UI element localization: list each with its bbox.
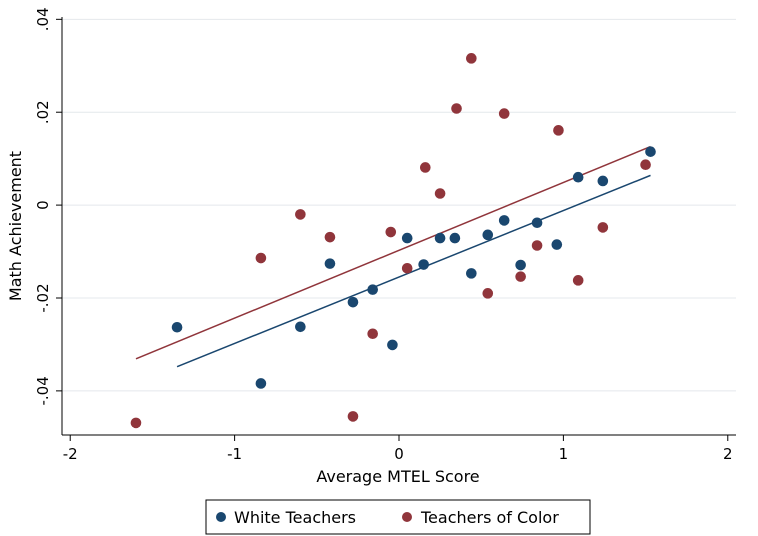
point-white-teachers xyxy=(482,229,494,241)
point-teachers-of-color xyxy=(420,162,431,173)
point-white-teachers xyxy=(324,258,336,269)
legend-box xyxy=(205,499,591,535)
point-teachers-of-color xyxy=(324,231,336,243)
point-white-teachers xyxy=(645,146,656,157)
point-teachers-of-color xyxy=(572,275,584,286)
gridlines xyxy=(62,18,736,392)
point-white-teachers xyxy=(466,268,477,279)
point-teachers-of-color xyxy=(498,108,510,119)
point-teachers-of-color xyxy=(347,411,359,422)
legend-marker-teachers-of-color xyxy=(402,512,412,522)
point-white-teachers xyxy=(449,232,461,244)
point-white-teachers xyxy=(367,284,378,295)
x-tick-label: 1 xyxy=(559,445,569,463)
x-tick-label: -1 xyxy=(227,445,242,463)
point-white-teachers xyxy=(515,259,526,271)
fit-line-teachers-of-color xyxy=(135,145,651,360)
point-teachers-of-color xyxy=(515,271,526,282)
point-white-teachers xyxy=(498,215,510,226)
y-tick-label: .04 xyxy=(34,7,52,31)
x-tick-label: 0 xyxy=(394,445,404,463)
x-tick-label: 2 xyxy=(723,445,733,463)
y-tick-label: .02 xyxy=(34,100,52,124)
x-ticks: -2 -1 0 1 2 xyxy=(63,435,733,463)
x-tick-label: -2 xyxy=(63,445,78,463)
point-teachers-of-color xyxy=(255,252,267,264)
point-teachers-of-color xyxy=(466,53,477,64)
point-teachers-of-color xyxy=(640,159,651,170)
point-teachers-of-color xyxy=(401,262,413,274)
point-teachers-of-color xyxy=(451,103,462,114)
point-white-teachers xyxy=(531,217,543,229)
point-white-teachers xyxy=(434,232,446,244)
point-white-teachers xyxy=(597,175,609,187)
fit-line-white-teachers xyxy=(176,174,651,368)
legend-marker-white-teachers xyxy=(216,512,226,522)
point-teachers-of-color xyxy=(434,188,446,199)
legend: White Teachers Teachers of Color xyxy=(205,499,591,535)
point-teachers-of-color xyxy=(295,209,306,220)
point-white-teachers xyxy=(347,296,359,308)
point-teachers-of-color xyxy=(367,328,378,340)
x-axis-title: Average MTEL Score xyxy=(316,467,479,486)
point-teachers-of-color xyxy=(597,222,609,233)
point-teachers-of-color xyxy=(553,125,564,136)
point-white-teachers xyxy=(295,321,306,333)
legend-label-teachers-of-color: Teachers of Color xyxy=(420,508,559,527)
point-white-teachers xyxy=(418,259,429,270)
point-teachers-of-color xyxy=(482,288,494,299)
point-white-teachers xyxy=(401,232,413,244)
y-axis-title: Math Achievement xyxy=(6,151,25,301)
point-white-teachers xyxy=(572,171,584,183)
data-points xyxy=(130,53,656,429)
point-teachers-of-color xyxy=(531,240,543,251)
fit-lines xyxy=(135,145,651,368)
y-ticks: -.04 -.02 0 .02 .04 xyxy=(34,7,62,406)
y-tick-label: -.02 xyxy=(34,283,52,312)
point-white-teachers xyxy=(387,339,398,351)
legend-label-white-teachers: White Teachers xyxy=(234,508,356,527)
y-tick-label: -.04 xyxy=(34,376,52,405)
point-teachers-of-color xyxy=(385,226,397,238)
point-white-teachers xyxy=(551,239,563,250)
point-white-teachers xyxy=(255,378,267,389)
point-white-teachers xyxy=(171,321,183,333)
point-teachers-of-color xyxy=(130,417,142,429)
y-tick-label: 0 xyxy=(34,200,52,210)
